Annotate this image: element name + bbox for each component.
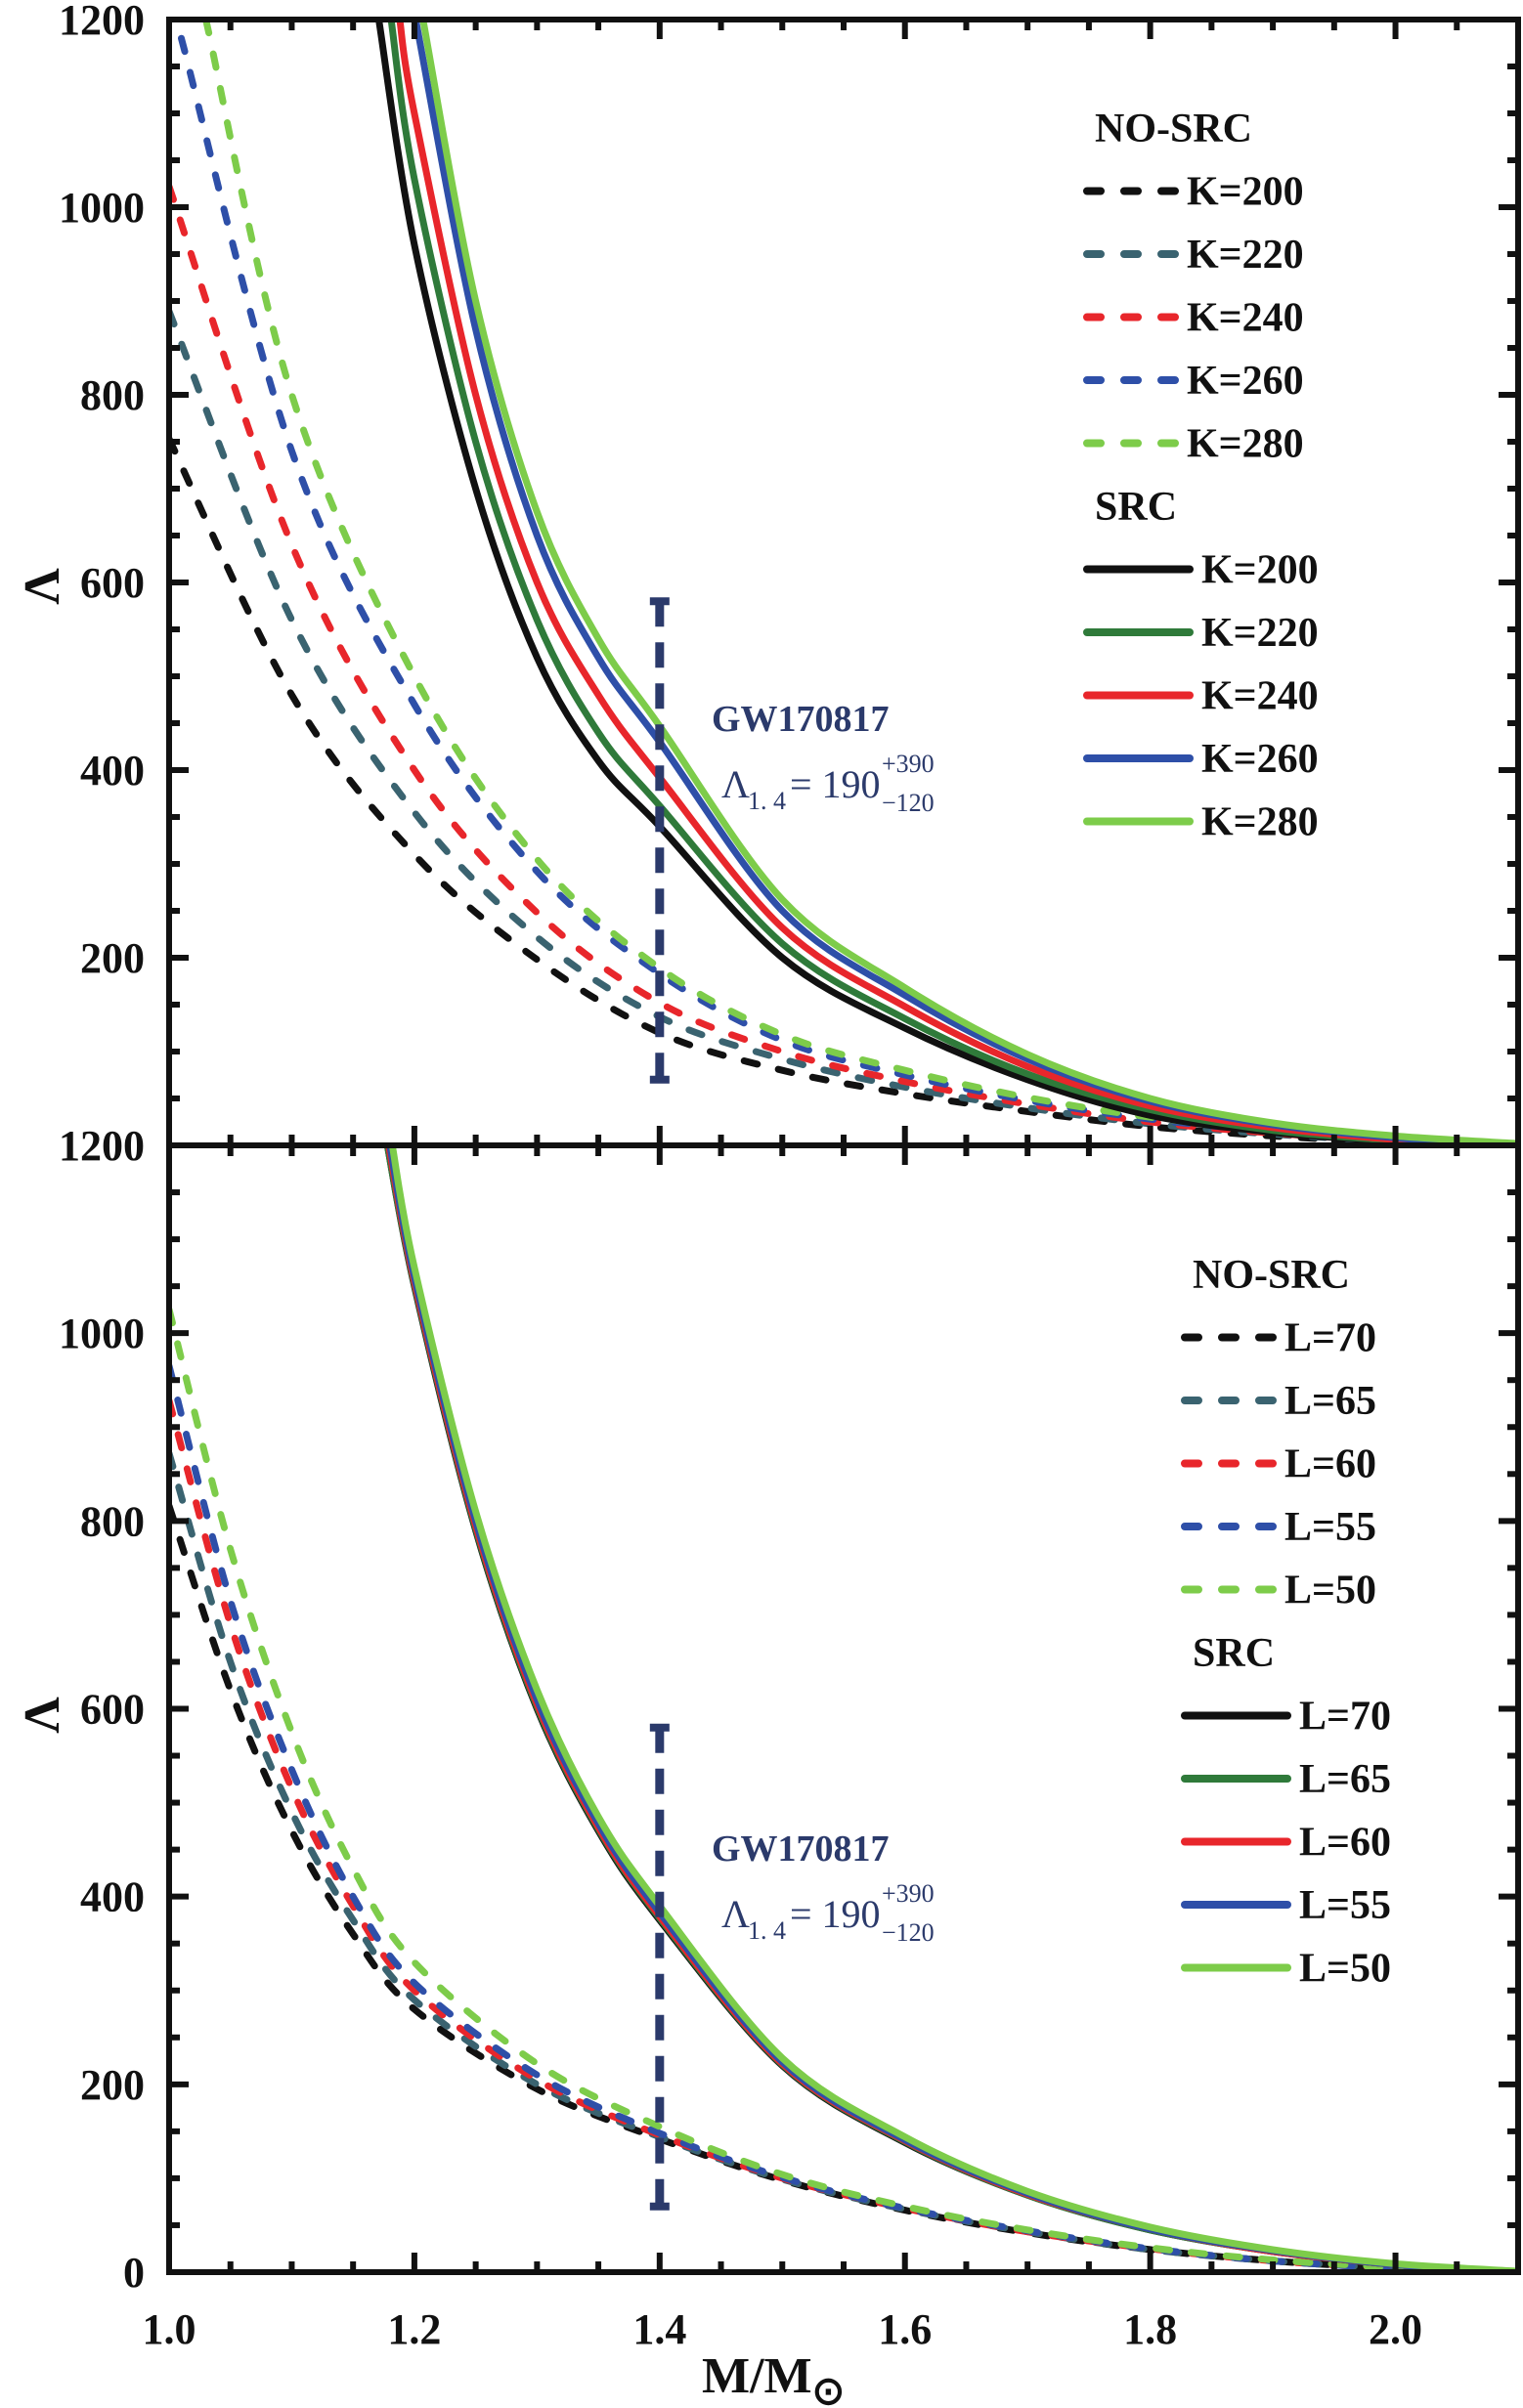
annotation-subscript: 1. 4	[748, 787, 786, 815]
top-annotation: GW170817 Λ 1. 4 = 190 +390 −120	[712, 699, 935, 817]
y-tick-label: 400	[80, 1873, 145, 1921]
x-tick-label: 1.6	[878, 2305, 932, 2353]
annotation-inferior: −120	[882, 1918, 935, 1947]
series-no-src-k-240	[169, 183, 1498, 1145]
x-tick-label: 1.4	[632, 2305, 686, 2353]
y-tick-label: 1000	[59, 184, 145, 232]
annotation-title: GW170817	[712, 699, 890, 740]
y-tick-label: 800	[80, 371, 145, 419]
series-src-k-280	[419, 20, 1518, 1145]
x-tick-label: 1.8	[1123, 2305, 1177, 2353]
y-tick-label: 800	[80, 1497, 145, 1545]
bottom-panel: 0 200 400 600 800 1000 1200 1.0 1.2 1.4 1.6 1.8 2.0…	[15, 1122, 1518, 2408]
legend-label: K=200	[1201, 548, 1319, 593]
annotation-lambda: Λ	[721, 762, 750, 806]
legend-label: K=260	[1201, 737, 1319, 782]
x-tick-labels: 1.0 1.2 1.4 1.6 1.8 2.0	[143, 2305, 1423, 2353]
y-tick-label: 200	[80, 934, 145, 982]
y-tick-label: 200	[80, 2061, 145, 2109]
legend-label: L=60	[1284, 1442, 1376, 1487]
y-tick-label: 0	[123, 2249, 145, 2297]
legend-label: L=55	[1284, 1505, 1376, 1550]
series-src-l-50	[388, 1145, 1518, 2272]
y-tick-label: 1200	[59, 1122, 145, 1170]
bottom-curves	[169, 1145, 1518, 2272]
legend-label: L=65	[1299, 1757, 1391, 1802]
annotation-subscript: 1. 4	[748, 1916, 786, 1945]
legend-label: K=240	[1201, 674, 1319, 719]
sun-symbol: ⊙	[812, 2369, 846, 2408]
annotation-superscript: +390	[882, 1879, 935, 1908]
legend-group-title: SRC	[1193, 1631, 1275, 1676]
series-no-src-k-220	[169, 308, 1485, 1145]
legend-group-title: SRC	[1095, 485, 1177, 530]
legend-label: L=60	[1299, 1821, 1391, 1866]
top-panel: 200 400 600 800 1000 1200 NO-SRC K=200 K=220 K=2…	[15, 0, 1518, 1145]
y-tick-label: 1200	[59, 0, 145, 44]
legend-label: L=70	[1299, 1695, 1391, 1740]
x-axis-title-main: M/M	[702, 2348, 812, 2404]
top-y-tick-labels: 200 400 600 800 1000 1200	[59, 0, 145, 982]
bottom-annotation: GW170817 Λ 1. 4 = 190 +390 −120	[712, 1828, 935, 1947]
legend-group-title: NO-SRC	[1193, 1253, 1350, 1298]
legend-label: L=65	[1284, 1379, 1376, 1424]
bottom-y-axis-title: Λ	[15, 1697, 70, 1733]
plot-frame	[166, 17, 1521, 2275]
series-no-src-l-55	[169, 1362, 1485, 2272]
legend-label: K=280	[1187, 422, 1304, 467]
series-src-k-260	[412, 20, 1498, 1145]
x-tick-label: 2.0	[1369, 2305, 1422, 2353]
y-tick-label: 1000	[59, 1310, 145, 1357]
annotation-lambda: Λ	[721, 1892, 750, 1936]
legend-label: L=70	[1284, 1316, 1376, 1361]
annotation-value: = 190	[790, 762, 881, 806]
legend-label: K=240	[1187, 296, 1304, 341]
legend-label: K=200	[1187, 170, 1304, 215]
series-no-src-l-50	[169, 1306, 1498, 2272]
legend-group-title: NO-SRC	[1095, 107, 1252, 151]
legend-label: L=50	[1284, 1569, 1376, 1613]
y-tick-label: 600	[80, 559, 145, 607]
legend-label: L=55	[1299, 1883, 1391, 1928]
bottom-y-tick-labels: 0 200 400 600 800 1000 1200	[59, 1122, 145, 2297]
top-y-axis-title: Λ	[15, 568, 70, 604]
legend-label: K=280	[1201, 800, 1319, 845]
series-no-src-k-260	[178, 34, 1498, 1145]
top-curves	[169, 20, 1518, 1145]
series-no-src-k-280	[202, 20, 1498, 1145]
top-legend: NO-SRCK=200K=220K=240K=260K=280SRCK=200K…	[1083, 107, 1319, 845]
legend-label: K=220	[1187, 233, 1304, 278]
legend-label: K=220	[1201, 611, 1319, 656]
annotation-value: = 190	[790, 1892, 881, 1936]
bottom-errorbar	[649, 1723, 670, 2211]
x-axis-title: M/M⊙	[702, 2348, 845, 2408]
y-tick-label: 600	[80, 1686, 145, 1734]
annotation-superscript: +390	[882, 750, 935, 778]
legend-label: L=50	[1299, 1947, 1391, 1992]
top-errorbar	[649, 597, 670, 1084]
annotation-inferior: −120	[882, 789, 935, 817]
annotation-title: GW170817	[712, 1828, 890, 1870]
legend-label: K=260	[1187, 359, 1304, 404]
y-tick-label: 400	[80, 747, 145, 795]
bottom-legend: NO-SRCL=70L=65L=60L=55L=50SRCL=70L=65L=6…	[1181, 1253, 1391, 1992]
x-tick-label: 1.2	[387, 2305, 441, 2353]
x-tick-label: 1.0	[143, 2305, 196, 2353]
